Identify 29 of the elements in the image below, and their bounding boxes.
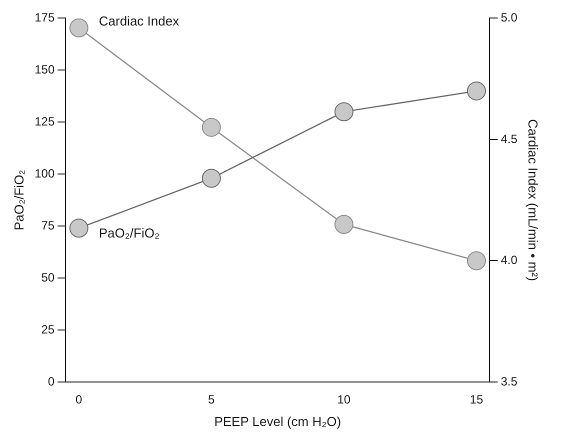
y2-tick-label: 4.0 — [500, 253, 518, 268]
y-tick-label: 0 — [48, 374, 55, 388]
point — [69, 18, 88, 38]
point — [334, 214, 354, 234]
point — [466, 81, 486, 100]
y-tick-label: 75 — [41, 218, 55, 232]
y-tick-label: 125 — [34, 114, 55, 128]
point — [202, 168, 221, 188]
x-tick-label: 15 — [470, 392, 484, 407]
series-label: PaO₂/FiO₂ — [98, 226, 160, 241]
x-tick-label: 0 — [76, 392, 83, 407]
y-tick-label: 150 — [34, 62, 55, 76]
point — [202, 118, 221, 137]
y2-tick-label: 5.0 — [500, 10, 518, 25]
point — [334, 102, 354, 122]
x-tick-label: 10 — [337, 392, 351, 407]
point — [466, 251, 486, 270]
y-tick-label: 50 — [41, 270, 55, 284]
y-tick-label: 175 — [34, 10, 55, 25]
y-axis-title: PaO₂/FiO₂ — [11, 170, 26, 230]
y2-tick-label: 3.5 — [500, 374, 518, 388]
series-label: Cardiac Index — [98, 13, 180, 28]
point — [69, 218, 88, 238]
y-tick-label: 25 — [41, 322, 55, 336]
y2-tick-label: 4.5 — [500, 132, 518, 146]
y2-axis-title: Cardiac Index (mL/min • m²) — [526, 119, 541, 282]
x-axis-title: PEEP Level (cm H₂O) — [214, 414, 342, 429]
y-tick-label: 100 — [34, 166, 55, 180]
x-tick-label: 5 — [208, 392, 216, 407]
